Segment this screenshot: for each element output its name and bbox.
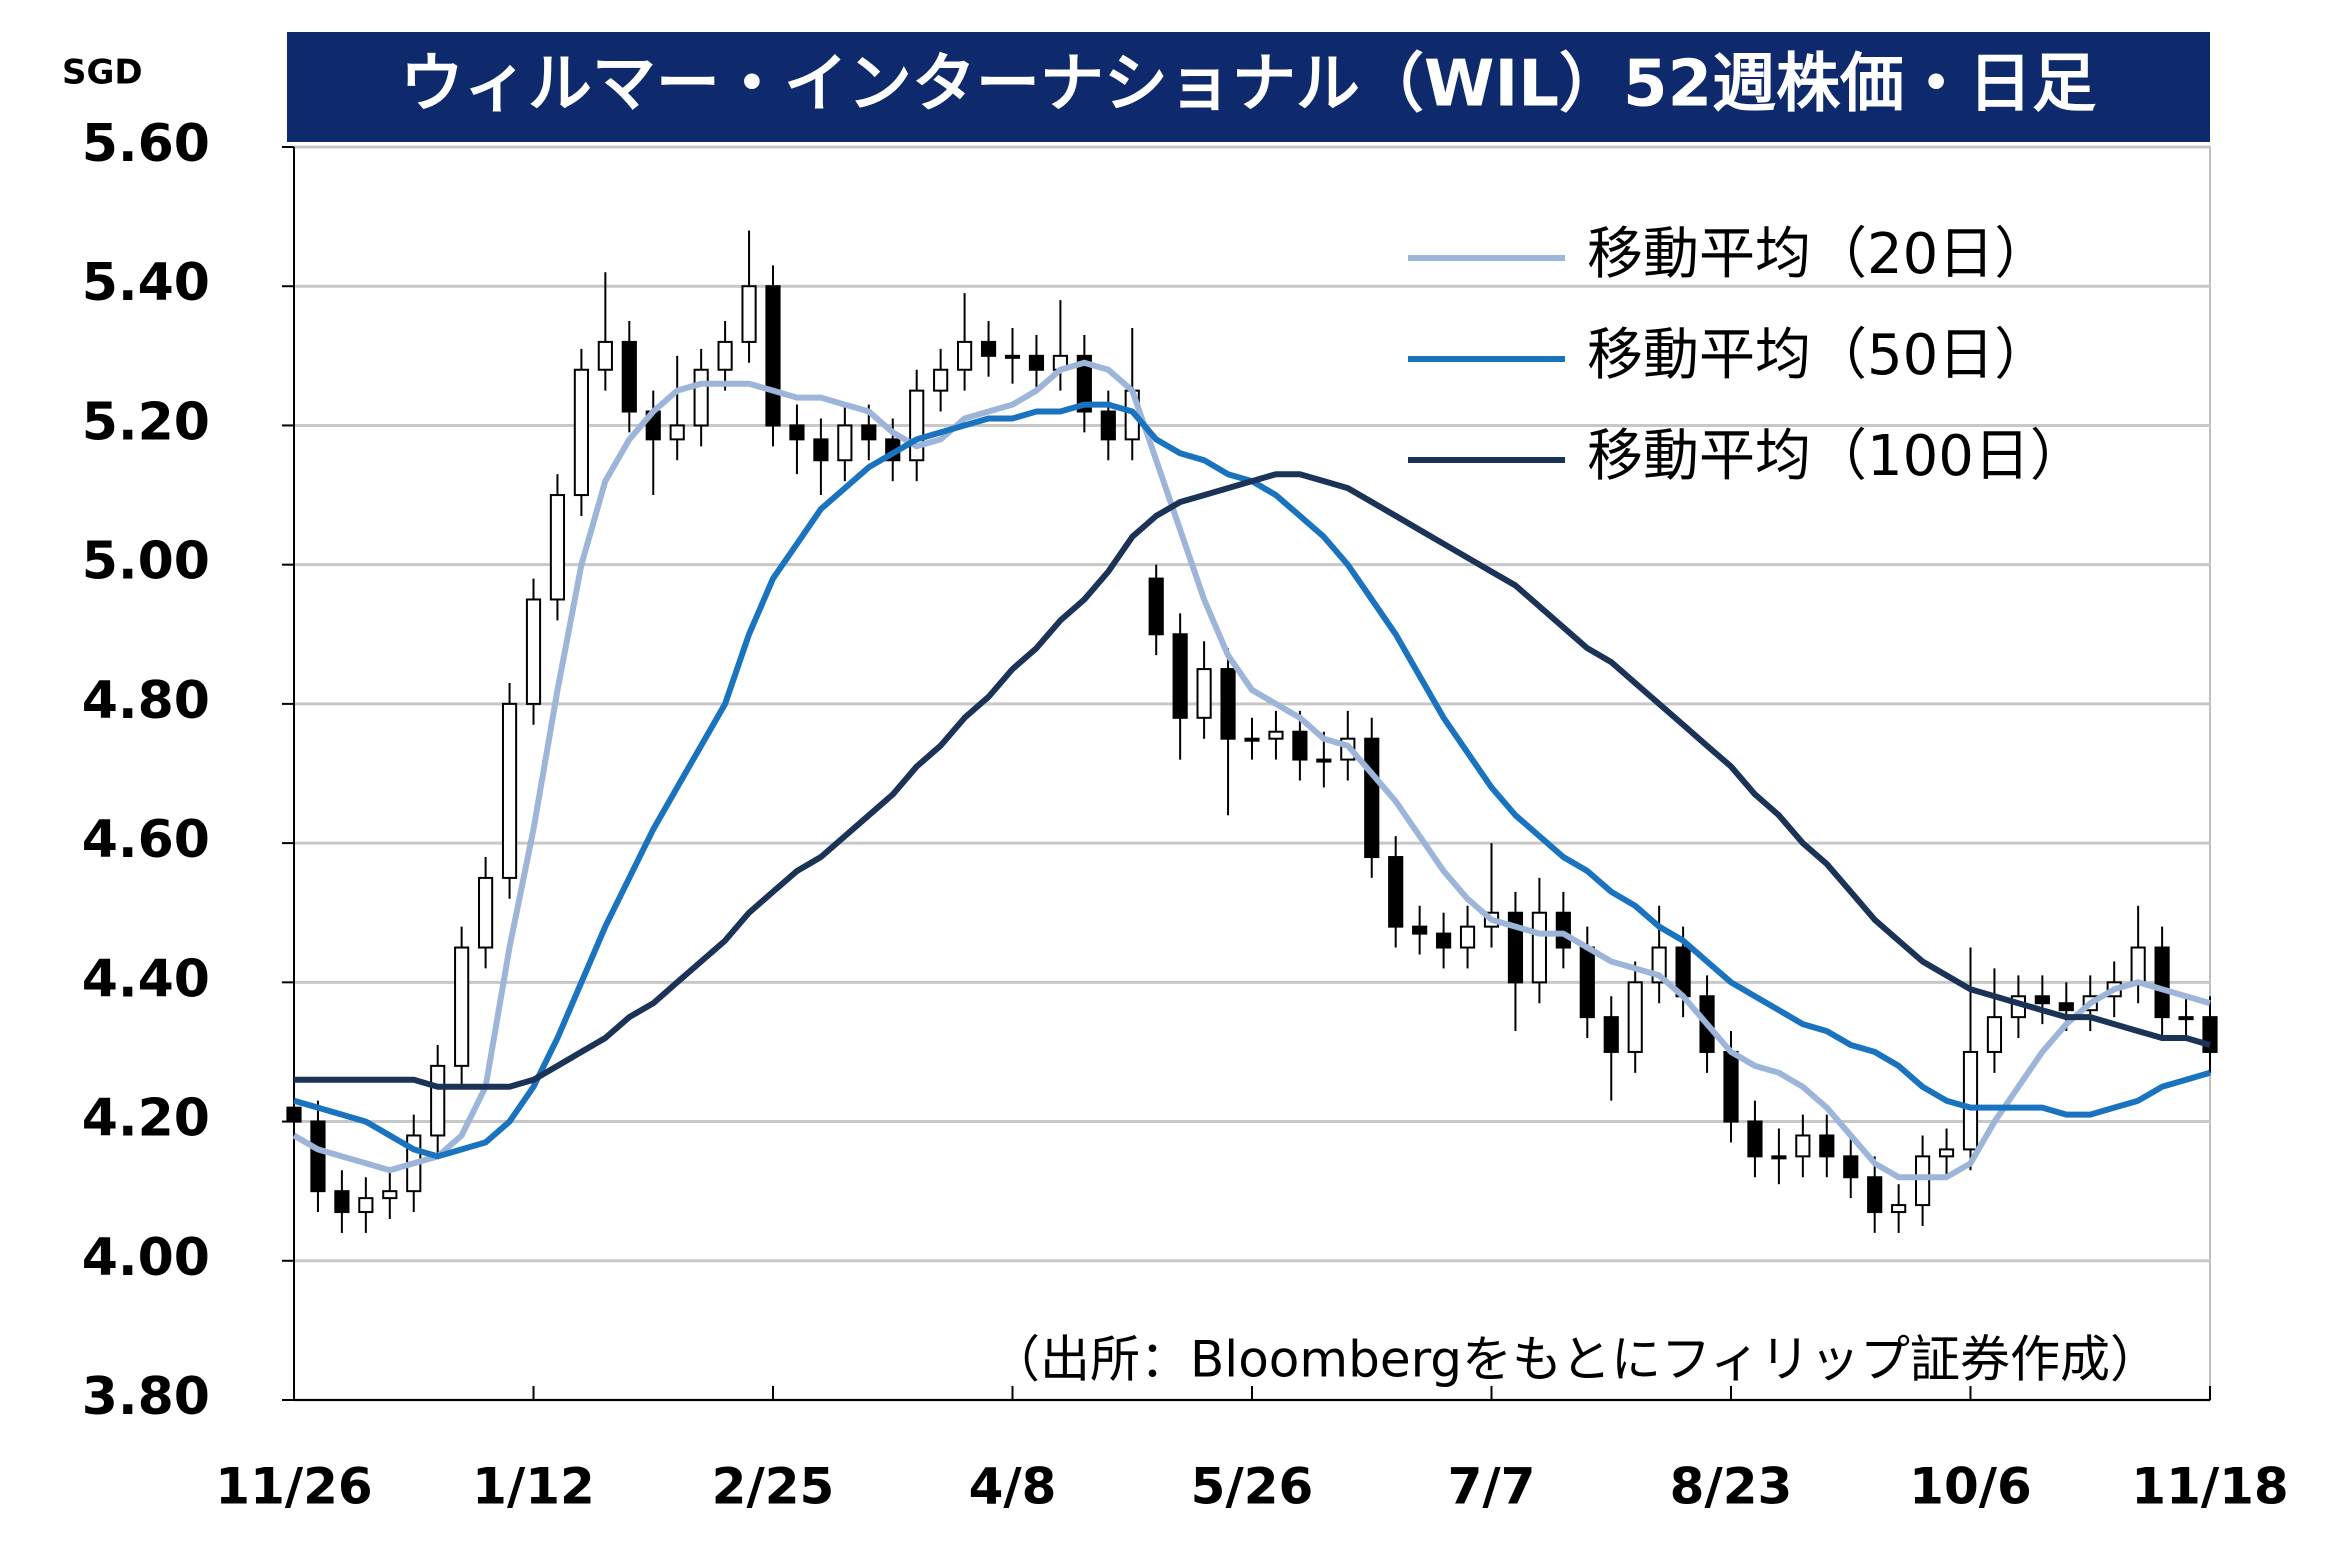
candle-body (1412, 925, 1428, 935)
candle-body (1986, 1016, 2003, 1053)
candle-body (334, 1190, 350, 1214)
candle-body (382, 1190, 398, 1200)
candle-body (933, 368, 949, 392)
candle-body (1459, 925, 1476, 949)
candle-body (1436, 932, 1452, 949)
candle-body (2034, 995, 2050, 1005)
candle-body (286, 1106, 302, 1123)
y-unit: SGD (62, 53, 143, 93)
candle-body (669, 424, 685, 441)
candle-body (957, 340, 973, 371)
y-tick-label: 5.00 (82, 532, 210, 592)
candle-body (1962, 1050, 1979, 1151)
candle-body (909, 389, 925, 462)
legend-label: 移動平均（100日） (1587, 424, 2086, 489)
candle-body (1244, 737, 1260, 742)
candle-body (1795, 1134, 1811, 1158)
candle-body (358, 1197, 374, 1214)
candle-body (1627, 981, 1643, 1053)
y-tick-label: 5.40 (82, 253, 210, 313)
candle-body (1220, 668, 1236, 740)
candle-body (430, 1064, 446, 1137)
x-tick-label: 10/6 (1909, 1458, 2032, 1516)
x-tick-label: 11/26 (215, 1458, 372, 1516)
candle-body (525, 598, 542, 705)
candle-body (1819, 1134, 1835, 1158)
candle-body (1531, 911, 1547, 984)
candle-body (693, 368, 709, 427)
legend-label: 移動平均（20日） (1587, 222, 2050, 287)
x-tick-label: 4/8 (969, 1458, 1057, 1516)
y-tick-label: 4.60 (82, 810, 210, 870)
x-tick-label: 8/23 (1670, 1458, 1793, 1516)
chart-title: ウィルマー・インターナショナル（WIL）52週株価・日足 (400, 48, 2096, 122)
candle-body (837, 424, 853, 462)
y-tick-label: 4.80 (82, 671, 210, 731)
candle-body (501, 702, 518, 879)
candle-body (741, 285, 757, 343)
source-note: （出所：Bloombergをもとにフィリップ証券作成） (990, 1331, 2160, 1389)
candle-body (1292, 730, 1308, 761)
candle-body (980, 340, 997, 357)
ma-line (292, 359, 2211, 1181)
candle-body (2178, 1016, 2194, 1021)
candle-body (813, 438, 829, 462)
ma-line (294, 471, 2211, 1090)
candle-body (1603, 1016, 1619, 1053)
y-tick-label: 4.00 (82, 1228, 210, 1288)
candle-body (1076, 354, 1092, 413)
candle-body (549, 494, 566, 601)
candle-body (1172, 633, 1188, 719)
candle-body (1891, 1204, 1907, 1214)
candle-body (1028, 354, 1045, 371)
candle-body (1364, 737, 1380, 859)
title-box (287, 32, 2210, 142)
candle-body (717, 340, 733, 371)
x-tick-label: 7/7 (1448, 1458, 1536, 1516)
y-tick-label: 4.20 (82, 1089, 210, 1149)
candle-body (1747, 1120, 1763, 1158)
x-tick-label: 2/25 (712, 1458, 835, 1516)
candle-body (310, 1120, 326, 1193)
candle-body (1938, 1148, 1955, 1158)
candle-body (1555, 911, 1571, 949)
x-tick-label: 1/12 (472, 1458, 595, 1516)
candle-body (597, 340, 613, 371)
candle-body (789, 424, 805, 441)
x-tick-label: 5/26 (1191, 1458, 1314, 1516)
candle-body (1268, 730, 1284, 740)
candle-body (1004, 354, 1021, 359)
y-tick-label: 4.40 (82, 949, 210, 1009)
candle-body (1316, 758, 1332, 763)
candle-body (1100, 410, 1116, 441)
candle-body (1843, 1155, 1859, 1179)
candle-body (1723, 1050, 1739, 1123)
candle-body (1867, 1176, 1883, 1214)
candle-body (1148, 577, 1164, 636)
legend-label: 移動平均（50日） (1587, 323, 2050, 388)
candle-body (2130, 946, 2146, 984)
candle-body (454, 946, 470, 1067)
y-tick-label: 5.20 (82, 392, 210, 452)
candle-body (2058, 1002, 2074, 1012)
candle-body (1196, 668, 1212, 719)
candle-body (1915, 1155, 1931, 1207)
x-tick-label: 11/18 (2131, 1458, 2288, 1516)
y-tick-label: 5.60 (82, 114, 210, 174)
candle-body (621, 340, 637, 413)
candle-body (2154, 946, 2170, 1019)
ma-line (293, 401, 2211, 1160)
candle-body (573, 368, 589, 497)
candle-body (765, 285, 781, 427)
candle-body (1771, 1155, 1787, 1160)
candle-body (478, 876, 494, 949)
candle-body (861, 424, 877, 441)
candle-body (1388, 856, 1404, 928)
y-tick-label: 3.80 (82, 1367, 210, 1427)
candle-body (1579, 946, 1595, 1019)
